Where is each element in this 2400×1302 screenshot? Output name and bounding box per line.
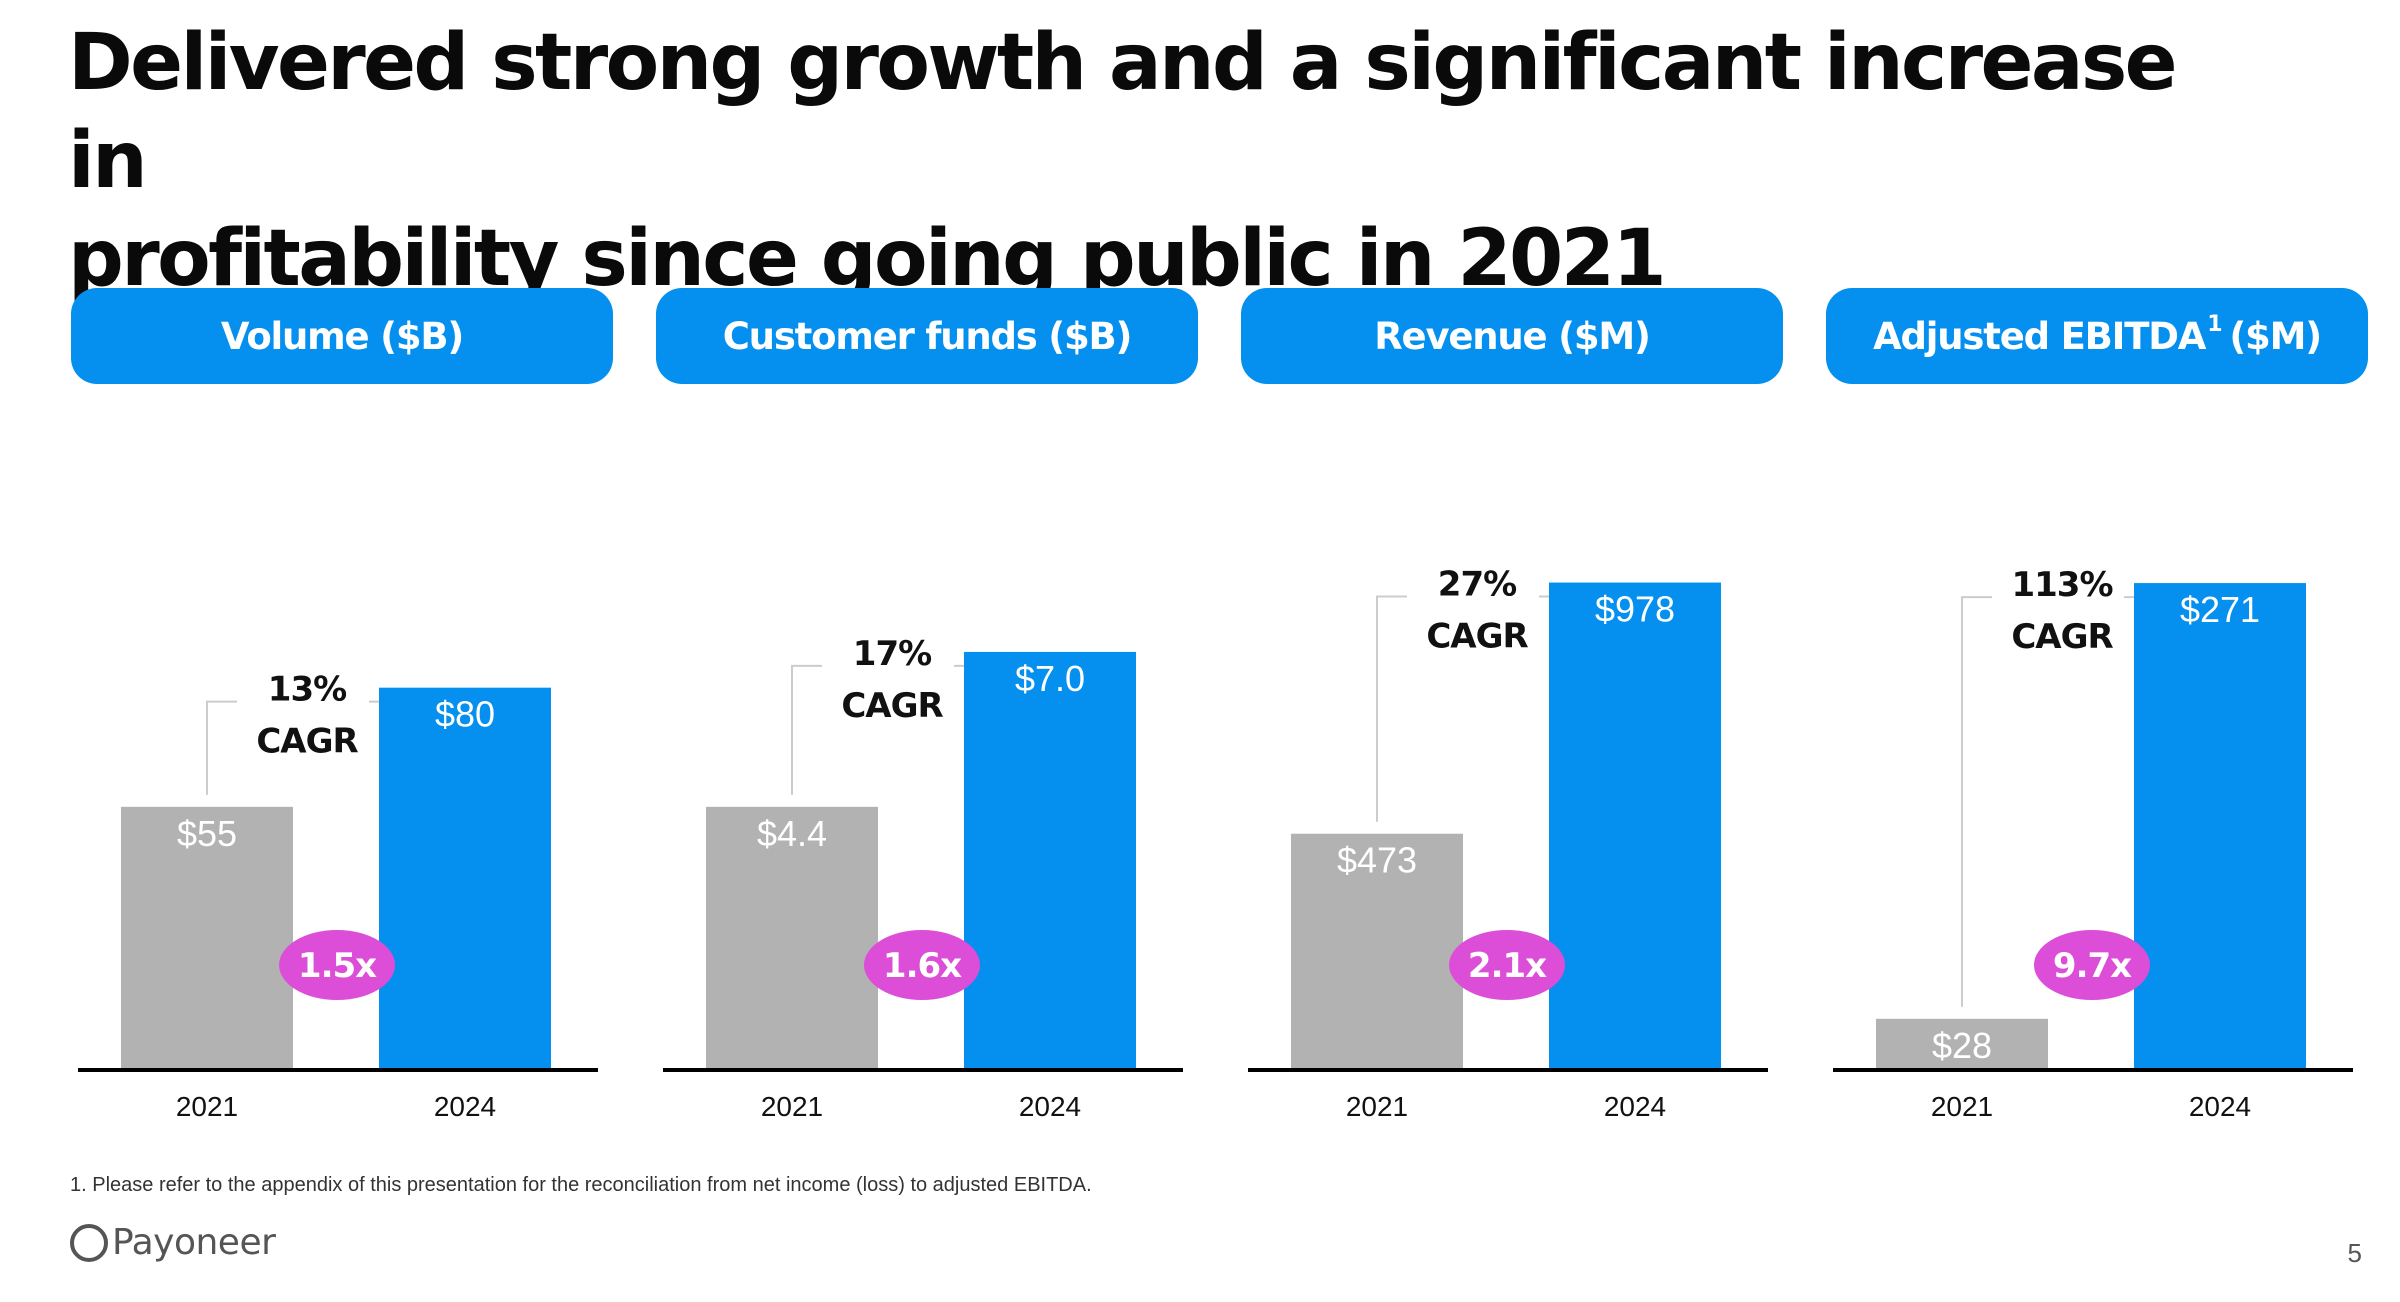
customer-funds-tick-2021: 2021: [761, 1091, 823, 1122]
customer-funds-tick-2024: 2024: [1019, 1091, 1081, 1122]
adjusted-ebitda-bar-2021: [1876, 1018, 2048, 1069]
revenue-multiplier-bubble: [1449, 930, 1565, 1000]
customer-funds-value-2021: $4.4: [757, 813, 827, 854]
revenue-cagr-label: CAGR: [1426, 617, 1528, 657]
revenue-bar-2021: [1291, 833, 1463, 1069]
adjusted-ebitda-tick-2024: 2024: [2189, 1091, 2251, 1122]
page-number: 5: [2347, 1238, 2362, 1268]
customer-funds-multiplier-bubble: [864, 930, 980, 1000]
volume-value-2024: $80: [435, 694, 495, 735]
volume-baseline: [78, 1068, 598, 1072]
payoneer-logo: Payoneer: [70, 1222, 276, 1263]
volume-multiplier-text: 1.5x: [298, 946, 377, 986]
volume-cagr-label: CAGR: [256, 722, 358, 762]
customer-funds-bar-2021: [706, 806, 878, 1069]
footnote: 1. Please refer to the appendix of this …: [70, 1174, 1092, 1196]
adjusted-ebitda-bar-2024: [2134, 583, 2306, 1069]
customer-funds-multiplier-text: 1.6x: [883, 946, 962, 986]
customer-funds-cagr-percent: 17%: [853, 634, 931, 674]
adjusted-ebitda-multiplier-bubble: [2034, 930, 2150, 1000]
chart-header-ebitda-title: Adjusted EBITDA: [1873, 314, 2206, 358]
adjusted-ebitda-value-2024: $271: [2180, 589, 2260, 630]
volume-tick-2024: 2024: [434, 1091, 496, 1122]
customer-funds-value-2024: $7.0: [1015, 658, 1085, 699]
customer-funds-cagr-connector: [791, 664, 964, 795]
revenue-cagr-connector: [1376, 595, 1549, 822]
adjusted-ebitda-cagr-percent: 113%: [2011, 565, 2112, 605]
revenue-tick-2024: 2024: [1604, 1091, 1666, 1122]
chart-header-ebitda-unit: ($M): [2229, 314, 2322, 358]
revenue-cagr-percent: 27%: [1438, 565, 1516, 605]
revenue-bar-2024: [1549, 582, 1721, 1069]
revenue-value-2024: $978: [1595, 589, 1675, 630]
chart-header-revenue-title: Revenue ($M): [1374, 314, 1651, 358]
chart-header-customer-funds-title: Customer funds ($B): [722, 314, 1133, 358]
adjusted-ebitda-multiplier-text: 9.7x: [2053, 946, 2132, 986]
revenue-tick-2021: 2021: [1346, 1091, 1408, 1122]
customer-funds-baseline: [663, 1068, 1183, 1072]
volume-cagr-percent: 13%: [268, 670, 346, 710]
customer-funds-bar-2024: [964, 651, 1136, 1069]
revenue-baseline: [1248, 1068, 1768, 1072]
customer-funds-cagr-label: CAGR: [841, 686, 943, 726]
volume-bar-2024: [379, 687, 551, 1069]
payoneer-logo-text: Payoneer: [112, 1222, 276, 1263]
chart-header-volume-title: Volume ($B): [220, 314, 464, 358]
chart-header-adjusted-ebitda: Adjusted EBITDA 1 ($M): [1826, 288, 2368, 384]
adjusted-ebitda-cagr-connector: [1961, 596, 2134, 1007]
adjusted-ebitda-cagr-label: CAGR: [2011, 617, 2113, 657]
chart-header-ebitda-footnote-marker: 1: [2207, 311, 2222, 337]
revenue-multiplier-text: 2.1x: [1468, 946, 1547, 986]
revenue-value-2021: $473: [1337, 840, 1417, 881]
volume-tick-2021: 2021: [176, 1091, 238, 1122]
volume-multiplier-bubble: [279, 930, 395, 1000]
volume-value-2021: $55: [177, 813, 237, 854]
payoneer-ring-icon: [70, 1223, 108, 1262]
adjusted-ebitda-tick-2021: 2021: [1931, 1091, 1993, 1122]
volume-cagr-connector: [206, 700, 379, 795]
chart-header-volume: Volume ($B): [71, 288, 613, 384]
adjusted-ebitda-value-2021: $28: [1932, 1025, 1992, 1066]
chart-header-customer-funds: Customer funds ($B): [656, 288, 1198, 384]
volume-bar-2021: [121, 806, 293, 1069]
page-title-line-1: Delivered strong growth and a significan…: [68, 18, 2178, 206]
adjusted-ebitda-baseline: [1833, 1068, 2353, 1072]
chart-header-revenue: Revenue ($M): [1241, 288, 1783, 384]
